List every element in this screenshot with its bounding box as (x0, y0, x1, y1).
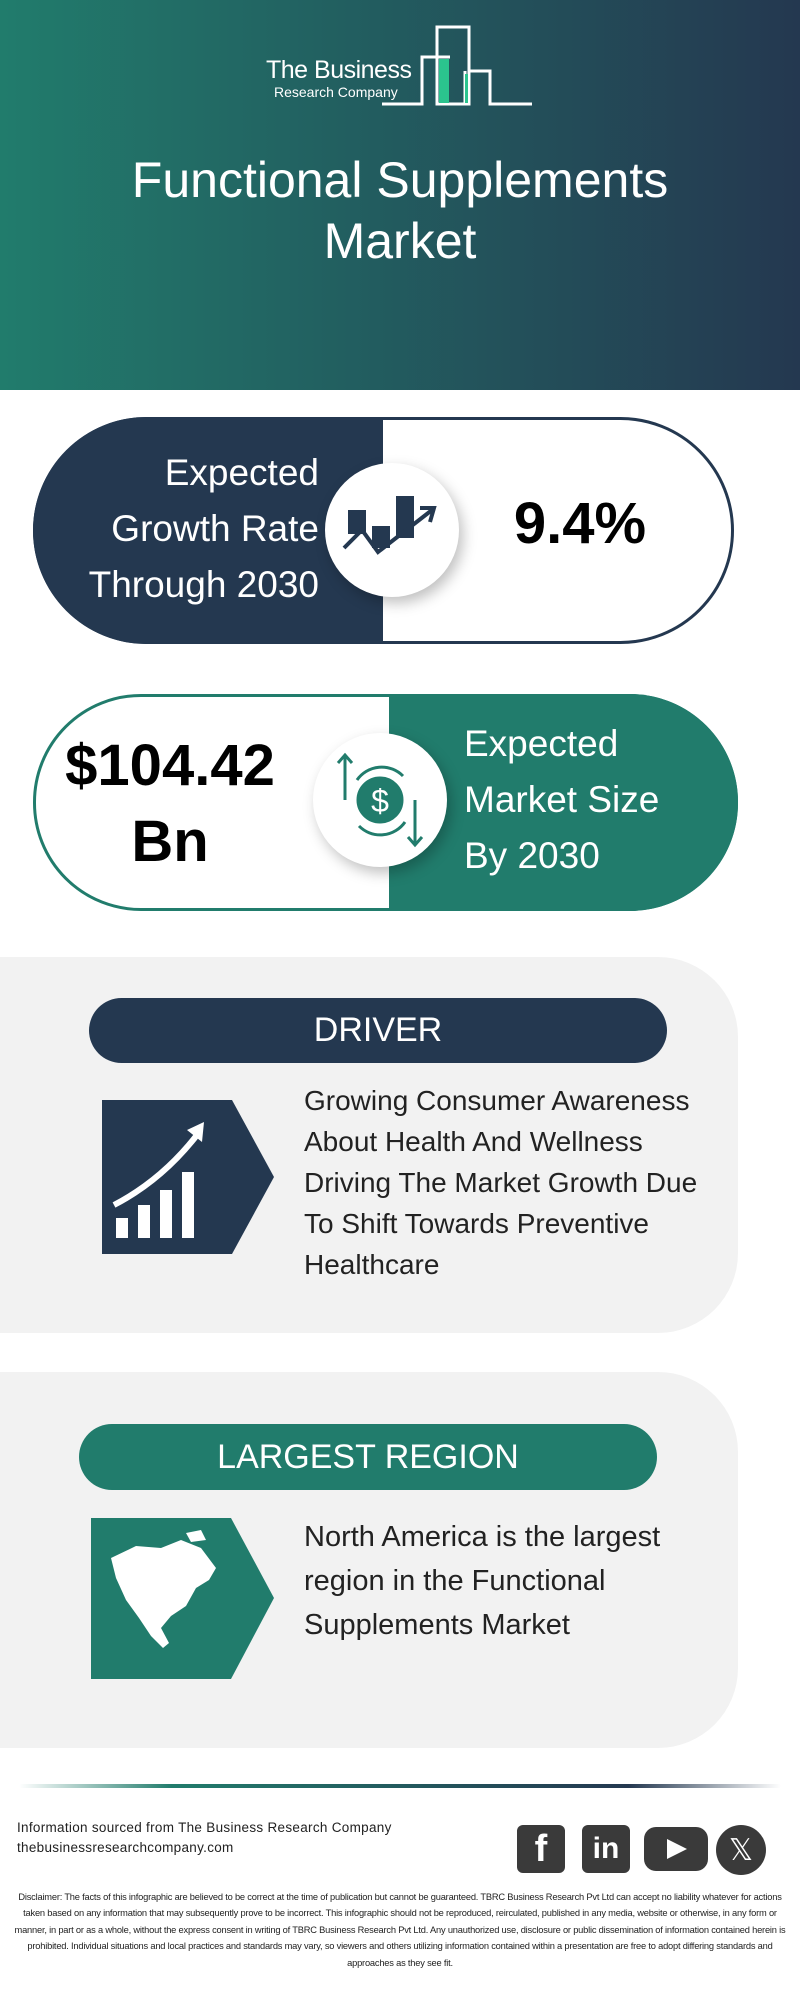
disclaimer: Disclaimer: The facts of this infographi… (14, 1892, 786, 1968)
region-text-line: North America is the largest (304, 1521, 661, 1553)
youtube-icon[interactable] (644, 1827, 708, 1871)
driver-text-line: Growing Consumer Awareness (304, 1085, 690, 1116)
driver-heading: DRIVER (89, 998, 667, 1063)
facebook-icon[interactable]: f (517, 1825, 565, 1873)
size-value-line: $104.42 (65, 733, 275, 798)
x-icon[interactable]: 𝕏 (716, 1825, 766, 1875)
market-size-label-panel: Expected Market Size By 2030 (389, 694, 738, 911)
website-link[interactable]: thebusinessresearchcompany.com (17, 1840, 234, 1855)
svg-text:$: $ (371, 783, 389, 819)
size-label-line: By 2030 (464, 835, 600, 876)
market-size-value: $104.42 Bn (60, 728, 280, 880)
driver-text-line: About Health And Wellness (304, 1126, 643, 1157)
title-line: Functional Supplements (131, 152, 669, 208)
logo-subtext: Research Company (274, 84, 398, 100)
north-america-map-icon (91, 1518, 274, 1679)
title-line: Market (323, 213, 477, 269)
source-text: Information sourced from The Business Re… (17, 1820, 392, 1835)
region-text-line: region in the Functional (304, 1565, 606, 1597)
growth-rate-value: 9.4% (513, 491, 647, 556)
rising-bars-icon (102, 1100, 274, 1254)
size-value-line: Bn (131, 809, 209, 874)
growth-label-line: Through 2030 (88, 564, 319, 605)
dollar-exchange-icon: $ (313, 733, 447, 867)
growth-label-line: Expected (164, 452, 319, 493)
page-title: Functional Supplements Market (0, 150, 800, 271)
driver-text: Growing Consumer Awareness About Health … (304, 1080, 697, 1285)
logo-text: The Business (266, 56, 412, 84)
divider (19, 1784, 781, 1788)
driver-text-line: Healthcare (304, 1249, 440, 1280)
linkedin-icon[interactable]: in (582, 1825, 630, 1873)
header-banner: The Business Research Company Functional… (0, 0, 800, 390)
size-label-line: Market Size (464, 779, 660, 820)
growth-rate-label-panel: Expected Growth Rate Through 2030 (33, 417, 383, 644)
growth-chart-icon (325, 463, 459, 597)
growth-label-line: Growth Rate (111, 508, 319, 549)
region-text: North America is the largest region in t… (304, 1515, 660, 1647)
region-heading: LARGEST REGION (79, 1424, 657, 1490)
size-label-line: Expected (464, 723, 619, 764)
logo-buildings-icon (382, 25, 532, 106)
driver-text-line: To Shift Towards Preventive (304, 1208, 649, 1239)
region-text-line: Supplements Market (304, 1609, 570, 1641)
driver-text-line: Driving The Market Growth Due (304, 1167, 698, 1198)
